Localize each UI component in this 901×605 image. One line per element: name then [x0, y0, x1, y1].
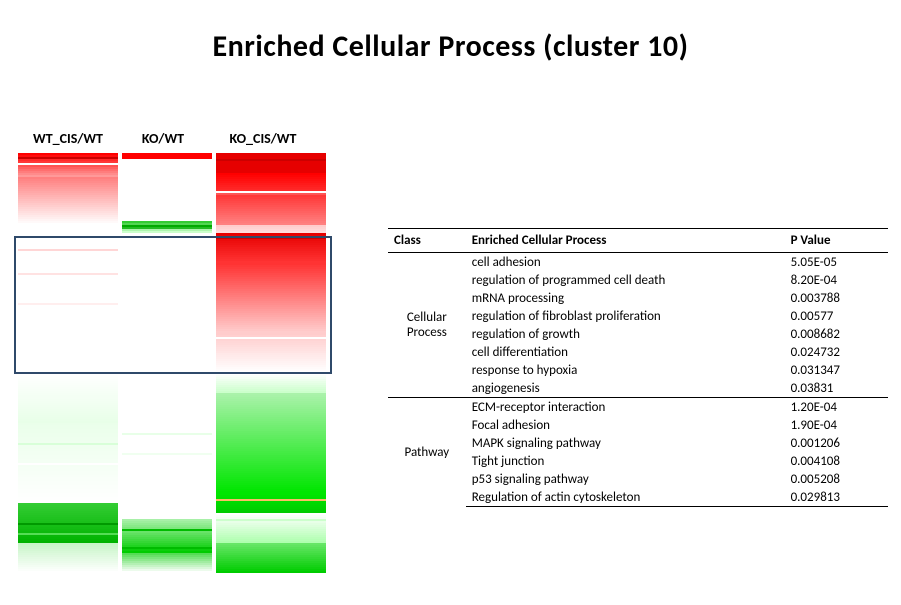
pvalue-cell: 0.003788: [785, 289, 888, 307]
process-cell: p53 signaling pathway: [466, 470, 785, 488]
process-cell: mRNA processing: [466, 289, 785, 307]
table-header-row: Class Enriched Cellular Process P Value: [388, 229, 888, 253]
process-cell: regulation of growth: [466, 325, 785, 343]
enrichment-table-area: Class Enriched Cellular Process P Value …: [388, 228, 888, 507]
heatmap-label-col2: KO/WT: [118, 130, 208, 147]
heatmap-label-col1: WT_CIS/WT: [18, 130, 118, 147]
process-cell: ECM-receptor interaction: [466, 398, 785, 417]
pvalue-cell: 8.20E-04: [785, 271, 888, 289]
process-cell: angiogenesis: [466, 379, 785, 398]
pvalue-cell: 0.029813: [785, 488, 888, 507]
pvalue-cell: 1.90E-04: [785, 416, 888, 434]
pvalue-cell: 5.05E-05: [785, 253, 888, 272]
pvalue-cell: 0.031347: [785, 361, 888, 379]
pvalue-cell: 0.024732: [785, 343, 888, 361]
process-cell: regulation of programmed cell death: [466, 271, 785, 289]
process-cell: Tight junction: [466, 452, 785, 470]
class-cell: Pathway: [388, 398, 466, 507]
process-cell: response to hypoxia: [466, 361, 785, 379]
table-row: CellularProcesscell adhesion5.05E-05: [388, 253, 888, 272]
process-cell: Regulation of actin cytoskeleton: [466, 488, 785, 507]
process-cell: regulation of fibroblast proliferation: [466, 307, 785, 325]
process-cell: MAPK signaling pathway: [466, 434, 785, 452]
pvalue-cell: 0.001206: [785, 434, 888, 452]
class-cell: CellularProcess: [388, 253, 466, 398]
heatmap-svg: [18, 153, 326, 573]
process-cell: cell adhesion: [466, 253, 785, 272]
table-body: CellularProcesscell adhesion5.05E-05regu…: [388, 253, 888, 507]
enrichment-table: Class Enriched Cellular Process P Value …: [388, 228, 888, 507]
pvalue-cell: 1.20E-04: [785, 398, 888, 417]
pvalue-cell: 0.005208: [785, 470, 888, 488]
table-row: PathwayECM-receptor interaction1.20E-04: [388, 398, 888, 417]
heatmap-label-col3: KO_CIS/WT: [208, 130, 318, 147]
heatmap-column-labels: WT_CIS/WT KO/WT KO_CIS/WT: [18, 130, 358, 147]
page-root: Enriched Cellular Process (cluster 10) W…: [0, 0, 901, 605]
pvalue-cell: 0.004108: [785, 452, 888, 470]
table-header-process: Enriched Cellular Process: [466, 229, 785, 253]
heatmap-region: WT_CIS/WT KO/WT KO_CIS/WT: [18, 130, 358, 573]
process-cell: cell differentiation: [466, 343, 785, 361]
table-header-class: Class: [388, 229, 466, 253]
table-header-pvalue: P Value: [785, 229, 888, 253]
pvalue-cell: 0.008682: [785, 325, 888, 343]
page-title: Enriched Cellular Process (cluster 10): [0, 28, 901, 65]
process-cell: Focal adhesion: [466, 416, 785, 434]
pvalue-cell: 0.03831: [785, 379, 888, 398]
pvalue-cell: 0.00577: [785, 307, 888, 325]
